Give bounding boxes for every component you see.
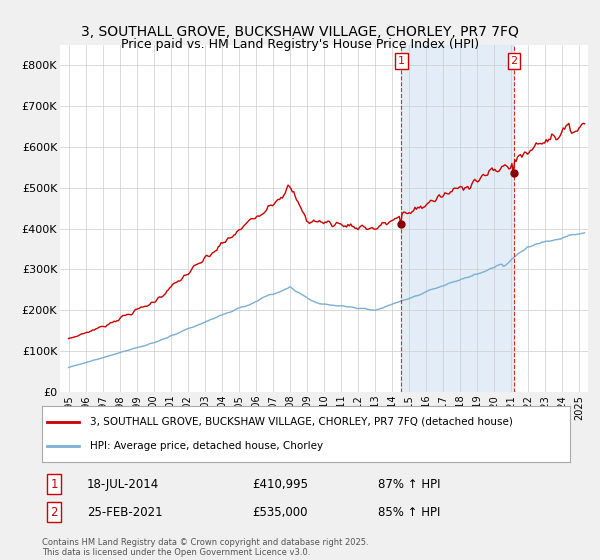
- Text: 1: 1: [398, 56, 405, 66]
- Text: 1: 1: [50, 478, 58, 491]
- Text: 18-JUL-2014: 18-JUL-2014: [87, 478, 159, 491]
- Bar: [401, 45, 514, 392]
- Text: HPI: Average price, detached house, Chorley: HPI: Average price, detached house, Chor…: [89, 441, 323, 451]
- Text: 3, SOUTHALL GROVE, BUCKSHAW VILLAGE, CHORLEY, PR7 7FQ (detached house): 3, SOUTHALL GROVE, BUCKSHAW VILLAGE, CHO…: [89, 417, 512, 427]
- Text: 25-FEB-2021: 25-FEB-2021: [87, 506, 163, 519]
- Text: £535,000: £535,000: [252, 506, 308, 519]
- Text: 87% ↑ HPI: 87% ↑ HPI: [378, 478, 440, 491]
- Text: 2: 2: [511, 56, 517, 66]
- Text: Contains HM Land Registry data © Crown copyright and database right 2025.
This d: Contains HM Land Registry data © Crown c…: [42, 538, 368, 557]
- Text: 85% ↑ HPI: 85% ↑ HPI: [378, 506, 440, 519]
- Text: 3, SOUTHALL GROVE, BUCKSHAW VILLAGE, CHORLEY, PR7 7FQ: 3, SOUTHALL GROVE, BUCKSHAW VILLAGE, CHO…: [81, 25, 519, 39]
- Text: Price paid vs. HM Land Registry's House Price Index (HPI): Price paid vs. HM Land Registry's House …: [121, 38, 479, 51]
- Text: 2: 2: [50, 506, 58, 519]
- Text: £410,995: £410,995: [252, 478, 308, 491]
